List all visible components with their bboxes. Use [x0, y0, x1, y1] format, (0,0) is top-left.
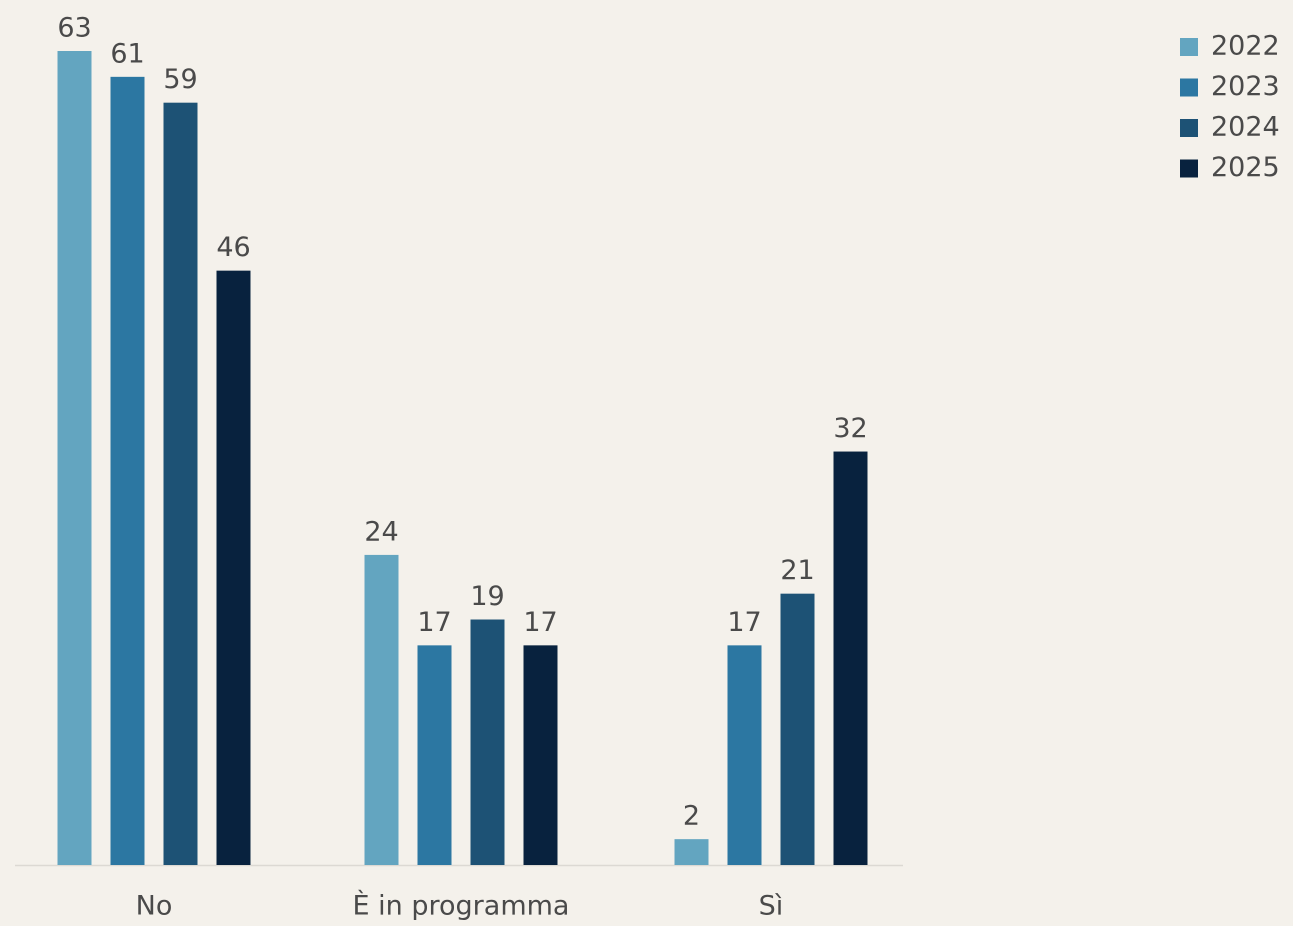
bar	[523, 645, 558, 865]
legend-swatch	[1180, 119, 1198, 137]
bar	[163, 102, 198, 865]
bar	[364, 554, 399, 865]
legend-label: 2024	[1211, 112, 1280, 143]
value-label: 32	[833, 413, 867, 444]
bar	[727, 645, 762, 865]
bar	[57, 51, 92, 865]
bar	[110, 76, 145, 866]
legend-label: 2022	[1211, 31, 1280, 62]
bar	[216, 270, 251, 866]
bar	[417, 645, 452, 865]
x-tick-label: Sì	[759, 891, 784, 922]
value-label: 24	[364, 516, 398, 547]
value-label: 19	[470, 581, 504, 612]
bar	[780, 593, 815, 865]
value-label: 46	[216, 232, 250, 263]
bar	[833, 451, 868, 865]
legend-swatch	[1180, 159, 1198, 178]
legend-label: 2023	[1211, 71, 1280, 102]
legend-swatch	[1180, 78, 1198, 97]
x-tick-label: È in programma	[353, 890, 570, 922]
value-label: 17	[523, 607, 557, 638]
bar	[674, 839, 709, 865]
x-tick-label: No	[136, 891, 173, 922]
legend-swatch	[1180, 38, 1198, 56]
bar	[470, 619, 505, 865]
value-label: 2	[683, 801, 700, 832]
value-label: 17	[727, 607, 761, 638]
legend-label: 2025	[1211, 152, 1280, 183]
value-label: 17	[417, 607, 451, 638]
value-label: 59	[163, 64, 197, 95]
value-label: 61	[110, 38, 144, 69]
value-label: 21	[780, 555, 814, 586]
value-label: 63	[57, 13, 91, 44]
